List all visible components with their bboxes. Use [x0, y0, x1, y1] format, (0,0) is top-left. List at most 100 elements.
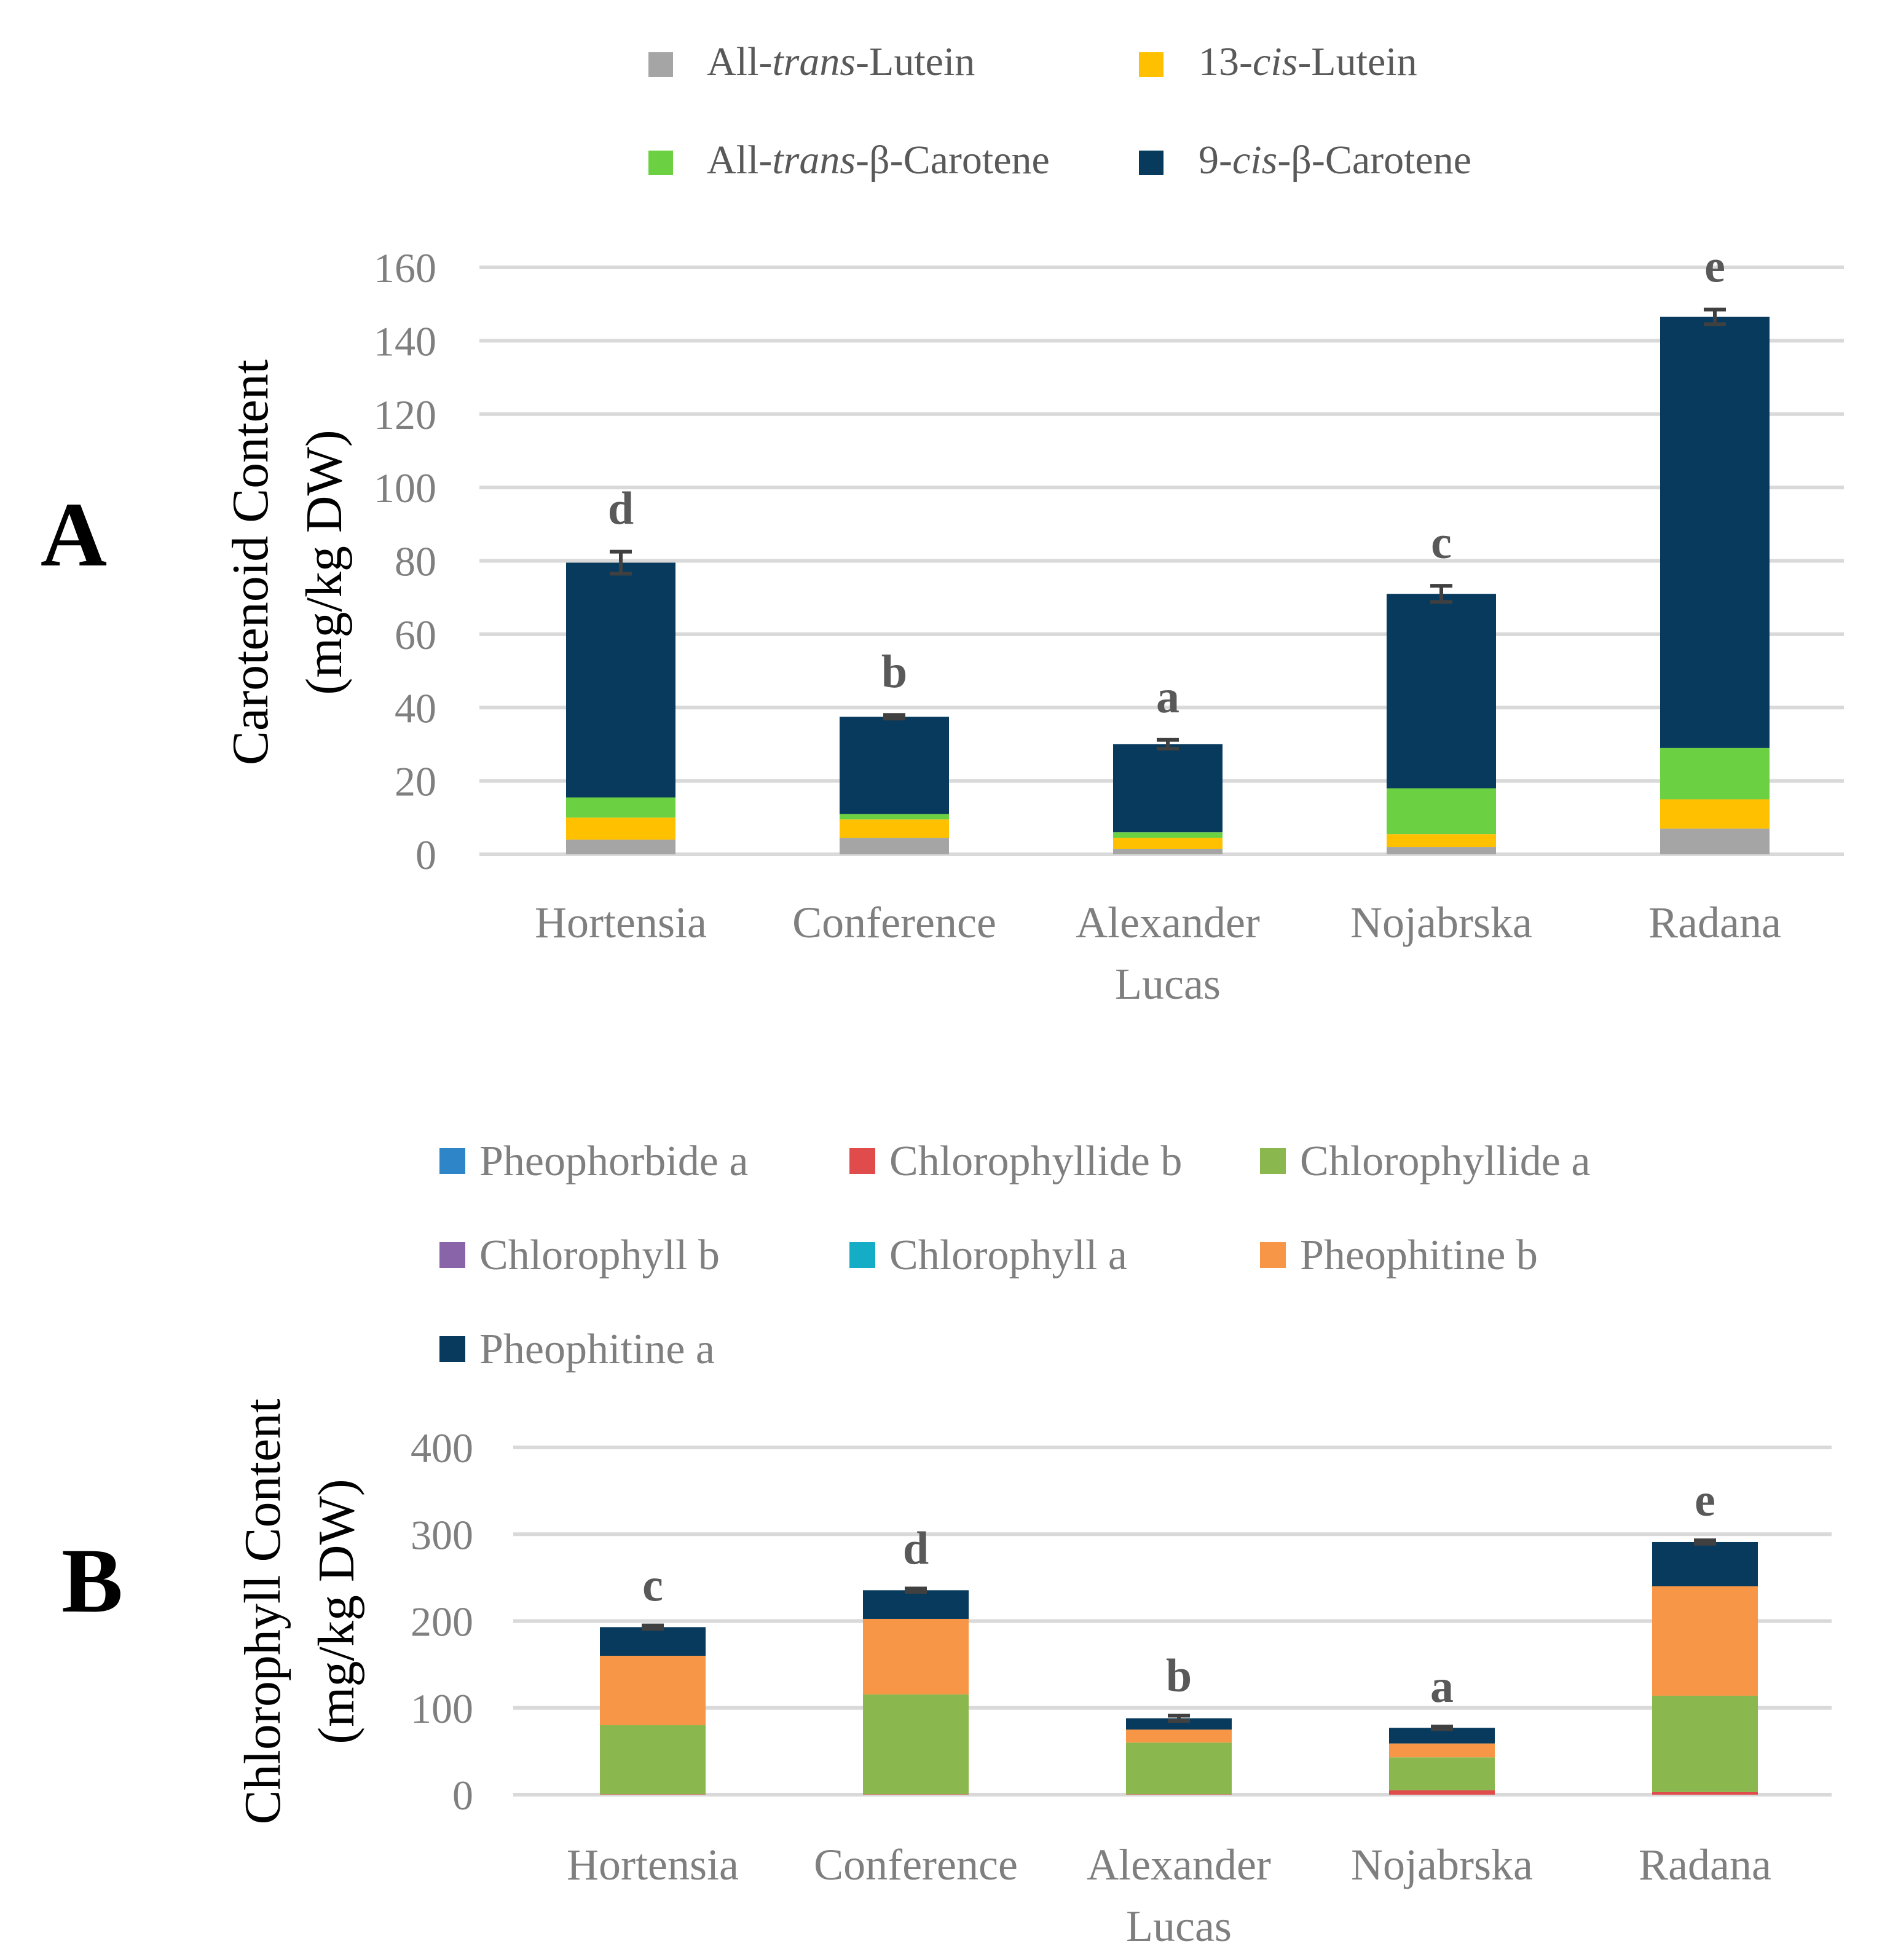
chart-b-error-bars	[642, 1538, 1716, 1731]
chart-a-bar-1-3	[1387, 834, 1496, 848]
chart-b-legend-label-2: Chlorophyllide a	[1300, 1138, 1590, 1185]
chart-a: A Carotenoid Content (mg/kg DW) All-tran…	[41, 39, 1844, 1009]
chart-b-bar-6-4	[1652, 1541, 1758, 1586]
chart-a-bar-0-2	[1113, 849, 1223, 854]
chart-a-y-tick-2: 40	[395, 685, 436, 731]
chart-b-bars	[600, 1541, 1758, 1795]
chart-a-legend: All-trans-Lutein 13-cis-Lutein All-trans…	[648, 39, 1471, 183]
chart-a-bar-1-1	[840, 819, 949, 838]
chart-a-legend-label-2: All-trans-β-Carotene	[707, 138, 1050, 183]
chart-a-legend-swatch-3	[1139, 151, 1164, 175]
chart-b-error-bar-0	[642, 1623, 664, 1631]
chart-a-bar-3-1	[840, 717, 949, 814]
chart-a-significance-0: d	[608, 483, 634, 535]
chart-a-y-tick-1: 20	[395, 758, 436, 805]
chart-b-error-bar-1	[905, 1586, 927, 1594]
chart-b-x-tick-0: Hortensia	[567, 1840, 739, 1889]
chart-b-legend-label-6: Pheophitine a	[479, 1326, 715, 1373]
chart-a-y-axis-title-line2: (mg/kg DW)	[296, 430, 353, 695]
chart-b-legend-label-0: Pheophorbide a	[479, 1138, 748, 1185]
chart-a-bar-3-3	[1387, 594, 1496, 789]
chart-a-significance-1: b	[881, 646, 907, 698]
chart-b-x-tick-4: Radana	[1639, 1840, 1771, 1889]
chart-a-bar-0-4	[1660, 828, 1770, 854]
chart-a-bar-2-3	[1387, 788, 1496, 835]
panel-b-label: B	[61, 1530, 123, 1632]
chart-a-bar-1-0	[566, 817, 675, 840]
chart-b-y-ticks: 0 100 200 300 400	[411, 1425, 473, 1819]
chart-b-legend-label-4: Chlorophyll a	[889, 1232, 1127, 1279]
chart-b-error-bar-2	[1168, 1714, 1190, 1723]
chart-b-bar-5-1	[863, 1618, 969, 1694]
chart-a-significance-4: e	[1704, 241, 1725, 293]
chart-b-error-bar-3	[1431, 1725, 1453, 1731]
chart-a-y-tick-0: 0	[415, 832, 436, 878]
chart-a-error-bars	[610, 307, 1726, 751]
chart-b-x-tick-2: Alexander Lucas	[1087, 1840, 1271, 1951]
chart-a-error-bar-4	[1704, 307, 1726, 326]
chart-b-legend-swatch-5	[1260, 1242, 1286, 1268]
chart-a-legend-item-3: 9-cis-β-Carotene	[1139, 138, 1471, 183]
chart-b-y-tick-0: 0	[452, 1772, 473, 1819]
chart-b-bar-5-2	[1126, 1730, 1232, 1743]
chart-b-bar-2-4	[1652, 1695, 1758, 1792]
chart-a-error-bar-1	[883, 713, 905, 721]
chart-a-legend-item-2: All-trans-β-Carotene	[648, 138, 1050, 183]
chart-b-y-tick-4: 400	[411, 1425, 473, 1471]
chart-a-bar-0-1	[840, 838, 949, 854]
chart-a-bar-0-3	[1387, 847, 1496, 854]
chart-b-bar-1-4	[1652, 1792, 1758, 1795]
chart-a-significance-2: a	[1156, 671, 1179, 723]
chart-a-legend-swatch-1	[1139, 52, 1164, 77]
chart-a-legend-item-1: 13-cis-Lutein	[1139, 39, 1417, 84]
chart-b-legend-item-3: Chlorophyll b	[439, 1232, 720, 1279]
chart-b-significance-1: d	[903, 1523, 929, 1575]
chart-a-error-bar-0	[610, 549, 632, 576]
chart-a-bar-2-1	[840, 814, 949, 820]
chart-b-y-tick-1: 100	[411, 1685, 473, 1732]
chart-a-legend-label-0: All-trans-Lutein	[707, 39, 975, 84]
chart-b-legend-swatch-3	[439, 1242, 465, 1268]
chart-b-legend-swatch-6	[439, 1336, 465, 1362]
chart-a-x-tick-2: Alexander Lucas	[1076, 898, 1260, 1009]
chart-b-y-axis-title-line2: (mg/kg DW)	[308, 1479, 365, 1744]
chart-a-bars	[566, 317, 1770, 854]
chart-b-y-axis-title: Chlorophyll Content (mg/kg DW)	[234, 1399, 365, 1825]
chart-b-bar-6-0	[600, 1627, 706, 1656]
chart-b-significance-4: e	[1695, 1474, 1715, 1526]
chart-a-y-ticks: 0 20 40 60 80 100 120 140 160	[374, 245, 436, 878]
chart-b-legend-item-1: Chlorophyllide b	[849, 1138, 1182, 1185]
chart-b-legend-swatch-4	[849, 1242, 875, 1268]
chart-a-y-tick-6: 120	[374, 392, 436, 438]
chart-b-y-axis-title-line1: Chlorophyll Content	[234, 1399, 291, 1825]
chart-a-x-tick-1: Conference	[792, 898, 996, 947]
chart-b-legend: Pheophorbide a Chlorophyllide b Chloroph…	[439, 1138, 1590, 1373]
chart-a-y-tick-8: 160	[374, 245, 436, 291]
chart-a-error-bar-2	[1157, 738, 1179, 751]
chart-b-bar-1-2	[1126, 1794, 1232, 1795]
chart-a-x-tick-3: Nojabrska	[1350, 898, 1532, 947]
chart-a-x-tick-0: Hortensia	[535, 898, 707, 947]
chart-a-legend-swatch-2	[648, 151, 673, 175]
chart-b-bar-1-1	[863, 1794, 969, 1795]
chart-a-legend-swatch-0	[648, 52, 673, 77]
panel-a-label: A	[41, 484, 107, 586]
chart-b-legend-swatch-0	[439, 1148, 465, 1174]
chart-b-bar-2-3	[1389, 1757, 1495, 1790]
chart-b-x-tick-3: Nojabrska	[1351, 1840, 1533, 1889]
chart-b-legend-label-3: Chlorophyll b	[479, 1232, 720, 1279]
chart-a-significance-letters: d b a c e	[608, 241, 1725, 723]
chart-b-error-bar-4	[1694, 1538, 1716, 1546]
chart-b-significance-2: b	[1166, 1650, 1192, 1701]
chart-b-legend-item-2: Chlorophyllide a	[1260, 1138, 1590, 1185]
chart-b-legend-item-6: Pheophitine a	[439, 1326, 715, 1373]
chart-a-bar-2-2	[1113, 832, 1223, 838]
chart-a-bar-1-4	[1660, 799, 1770, 829]
chart-a-significance-3: c	[1431, 517, 1452, 569]
chart-b-bar-6-2	[1126, 1718, 1232, 1730]
chart-a-gridlines	[479, 266, 1844, 856]
chart-a-legend-item-0: All-trans-Lutein	[648, 39, 975, 84]
chart-b-y-tick-2: 200	[411, 1599, 473, 1645]
chart-a-y-tick-4: 80	[395, 538, 436, 585]
